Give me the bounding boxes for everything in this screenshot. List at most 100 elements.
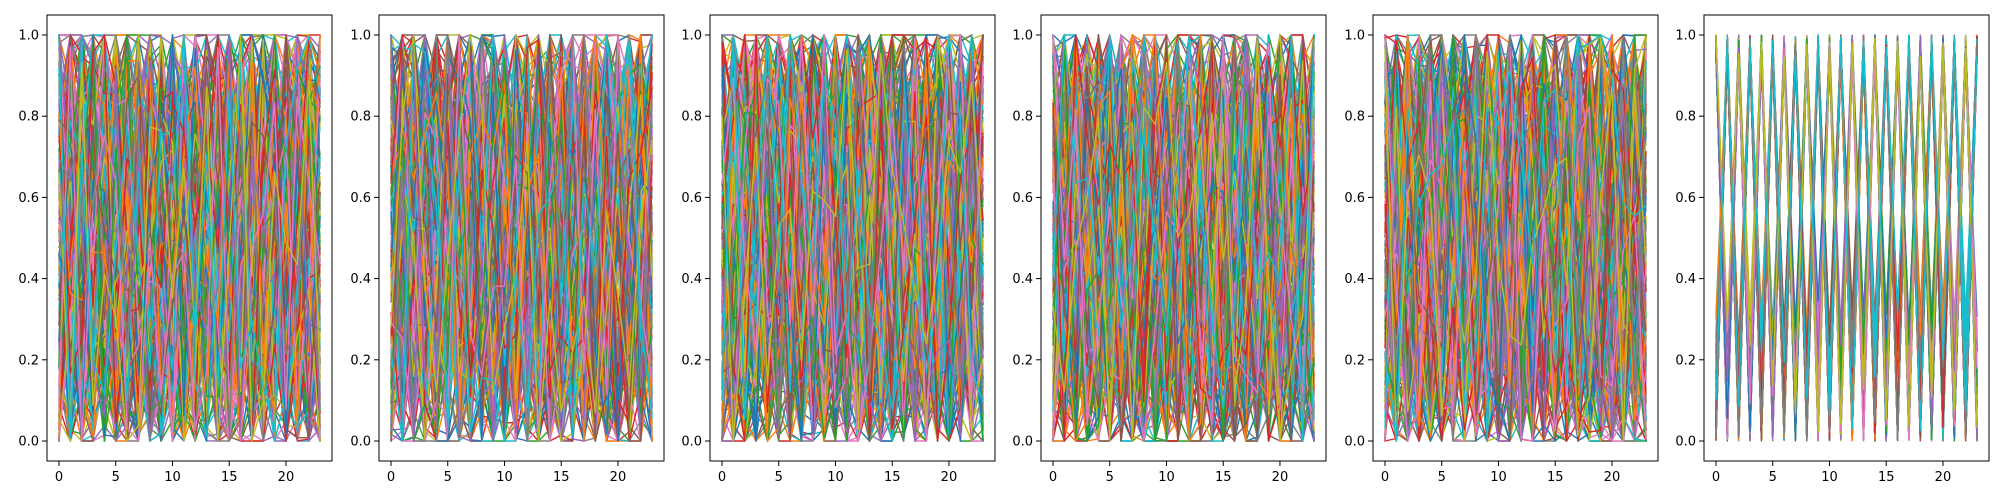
series-line xyxy=(1384,34,1647,442)
axes-frame xyxy=(709,14,996,462)
series-line xyxy=(58,46,321,442)
series-line xyxy=(1052,34,1315,442)
series-group xyxy=(1052,34,1315,442)
x-tick-label: 20 xyxy=(1935,470,1952,485)
x-tick-label: 10 xyxy=(1821,470,1838,485)
x-tick-label: 0 xyxy=(718,470,726,485)
x-tick-label: 20 xyxy=(278,470,295,485)
y-tick-label: 0.2 xyxy=(1675,353,1696,368)
series-line xyxy=(1052,34,1315,442)
series-line xyxy=(1384,34,1647,442)
x-tick-label: 0 xyxy=(1381,470,1389,485)
series-line xyxy=(721,34,984,442)
y-tick-label: 0.2 xyxy=(1012,353,1033,368)
y-tick-label: 0.0 xyxy=(1012,435,1033,450)
y-tick-label: 0.4 xyxy=(1344,272,1365,287)
axes-frame xyxy=(1372,14,1659,462)
y-tick-label: 0.2 xyxy=(1344,353,1365,368)
series-line xyxy=(1052,34,1315,428)
series-line xyxy=(1384,34,1647,427)
series-line xyxy=(58,56,321,413)
x-tick-label: 15 xyxy=(1878,470,1895,485)
axes-frame xyxy=(46,14,333,462)
x-tick-label: 10 xyxy=(1158,470,1175,485)
axes-frame xyxy=(378,14,665,462)
y-tick-label: 0.4 xyxy=(18,272,39,287)
x-tick-label: 15 xyxy=(1215,470,1232,485)
series-group xyxy=(1384,34,1647,442)
series-line xyxy=(1384,34,1647,442)
series-group xyxy=(390,34,653,442)
y-tick-label: 0.8 xyxy=(681,110,702,125)
series-line xyxy=(1384,34,1647,442)
y-tick-label: 0.0 xyxy=(681,435,702,450)
x-tick-label: 15 xyxy=(1547,470,1564,485)
series-line xyxy=(1052,34,1315,442)
x-tick-label: 20 xyxy=(1604,470,1621,485)
subplot-5: 0 5 10 15 20 0.0 0.2 0.4 0.6 0.8 1.0 xyxy=(1344,14,1659,485)
x-tick-label: 5 xyxy=(444,470,452,485)
x-tick-label: 0 xyxy=(1049,470,1057,485)
series-line xyxy=(1715,34,1978,432)
subplot-grid: 0 5 10 15 20 0.0 0.2 0.4 0.6 0.8 1.0 0 5 10 15 20 0.0 0.2… xyxy=(18,14,1990,485)
series-line xyxy=(390,34,653,442)
series-line xyxy=(58,43,321,426)
series-line xyxy=(1384,52,1647,442)
x-tick-label: 0 xyxy=(387,470,395,485)
series-line xyxy=(390,38,653,441)
series-line xyxy=(1052,40,1315,442)
y-tick-label: 0.6 xyxy=(1012,191,1033,206)
series-line xyxy=(390,34,653,442)
y-tick-label: 0.8 xyxy=(1012,110,1033,125)
series-line xyxy=(1384,49,1647,442)
x-tick-label: 10 xyxy=(1490,470,1507,485)
y-tick-label: 0.8 xyxy=(18,110,39,125)
series-line xyxy=(721,34,984,442)
series-line xyxy=(1384,34,1647,442)
axes-frame xyxy=(1703,14,1990,462)
series-line xyxy=(721,34,984,420)
series-line xyxy=(58,34,321,439)
y-tick-label: 1.0 xyxy=(350,29,371,44)
series-line xyxy=(1052,34,1315,442)
x-tick-label: 10 xyxy=(164,470,181,485)
series-line xyxy=(1052,34,1315,442)
y-tick-label: 0.0 xyxy=(350,435,371,450)
subplot-2: 0 5 10 15 20 0.0 0.2 0.4 0.6 0.8 1.0 xyxy=(350,14,665,485)
y-tick-label: 0.2 xyxy=(18,353,39,368)
y-tick-label: 0.4 xyxy=(1012,272,1033,287)
series-line xyxy=(1052,34,1315,442)
x-tick-label: 5 xyxy=(775,470,783,485)
y-tick-label: 0.6 xyxy=(1675,191,1696,206)
series-line xyxy=(1384,34,1647,442)
y-tick-label: 0.6 xyxy=(350,191,371,206)
axes-frame xyxy=(1040,14,1327,462)
x-tick-label: 5 xyxy=(1106,470,1114,485)
series-line xyxy=(390,34,653,442)
y-tick-label: 1.0 xyxy=(681,29,702,44)
y-tick-label: 0.0 xyxy=(1675,435,1696,450)
y-tick-label: 0.2 xyxy=(350,353,371,368)
y-tick-label: 0.8 xyxy=(350,110,371,125)
y-tick-label: 1.0 xyxy=(1675,29,1696,44)
subplot-6: 0 5 10 15 20 0.0 0.2 0.4 0.6 0.8 1.0 xyxy=(1675,14,1990,485)
series-line xyxy=(1384,43,1647,442)
subplot-1: 0 5 10 15 20 0.0 0.2 0.4 0.6 0.8 1.0 xyxy=(18,14,333,485)
series-line xyxy=(1384,34,1647,405)
series-group xyxy=(1715,34,1978,442)
x-tick-label: 15 xyxy=(884,470,901,485)
y-tick-label: 0.0 xyxy=(1344,435,1365,450)
x-tick-label: 5 xyxy=(112,470,120,485)
y-tick-label: 0.6 xyxy=(681,191,702,206)
series-line xyxy=(721,34,984,442)
series-line xyxy=(390,34,653,442)
x-tick-label: 10 xyxy=(827,470,844,485)
x-tick-label: 15 xyxy=(221,470,238,485)
series-line xyxy=(1384,34,1647,442)
series-line xyxy=(721,59,984,442)
series-line xyxy=(390,34,653,442)
y-tick-label: 0.8 xyxy=(1344,110,1365,125)
x-tick-label: 5 xyxy=(1769,470,1777,485)
